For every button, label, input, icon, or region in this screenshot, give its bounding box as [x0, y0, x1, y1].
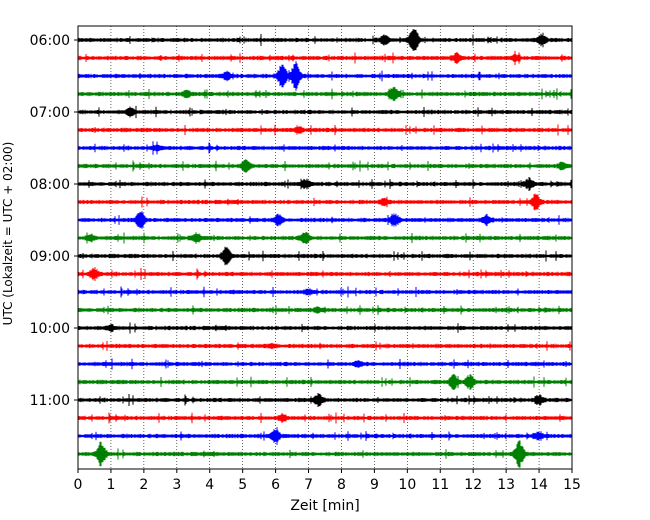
x-tick-label: 11: [431, 477, 449, 493]
x-tick-label: 1: [106, 477, 115, 493]
x-tick-label: 0: [74, 477, 83, 493]
x-tick-label: 7: [304, 477, 313, 493]
x-tick-label: 8: [337, 477, 346, 493]
seismic-traces: [77, 29, 573, 468]
x-tick-label: 5: [238, 477, 247, 493]
y-axis-label: UTC (Lokalzeit = UTC + 02:00): [1, 142, 15, 326]
y-tick-label: 08:00: [30, 177, 70, 193]
x-tick-label: 10: [398, 477, 416, 493]
x-axis-ticks: 0 1 2 3 4 5 6 7 8 9 10 11 12 13 14 15: [74, 469, 581, 493]
x-tick-label: 12: [464, 477, 482, 493]
grid-lines: [110, 26, 540, 469]
x-tick-label: 4: [205, 477, 214, 493]
x-tick-label: 13: [497, 477, 515, 493]
x-tick-label: 15: [563, 477, 581, 493]
x-axis-label: Zeit [min]: [290, 498, 359, 514]
x-tick-label: 9: [370, 477, 379, 493]
x-tick-label: 6: [271, 477, 280, 493]
y-tick-label: 09:00: [30, 249, 70, 265]
x-tick-label: 3: [172, 477, 181, 493]
y-axis-ticks: 06:00 07:00 08:00 09:00 10:00 11:00: [30, 33, 78, 409]
y-tick-label: 10:00: [30, 321, 70, 337]
x-tick-label: 2: [139, 477, 148, 493]
y-tick-label: 11:00: [30, 393, 70, 409]
y-tick-label: 07:00: [30, 105, 70, 121]
plot-frame: [77, 25, 573, 470]
x-tick-label: 14: [530, 477, 548, 493]
y-tick-label: 06:00: [30, 33, 70, 49]
